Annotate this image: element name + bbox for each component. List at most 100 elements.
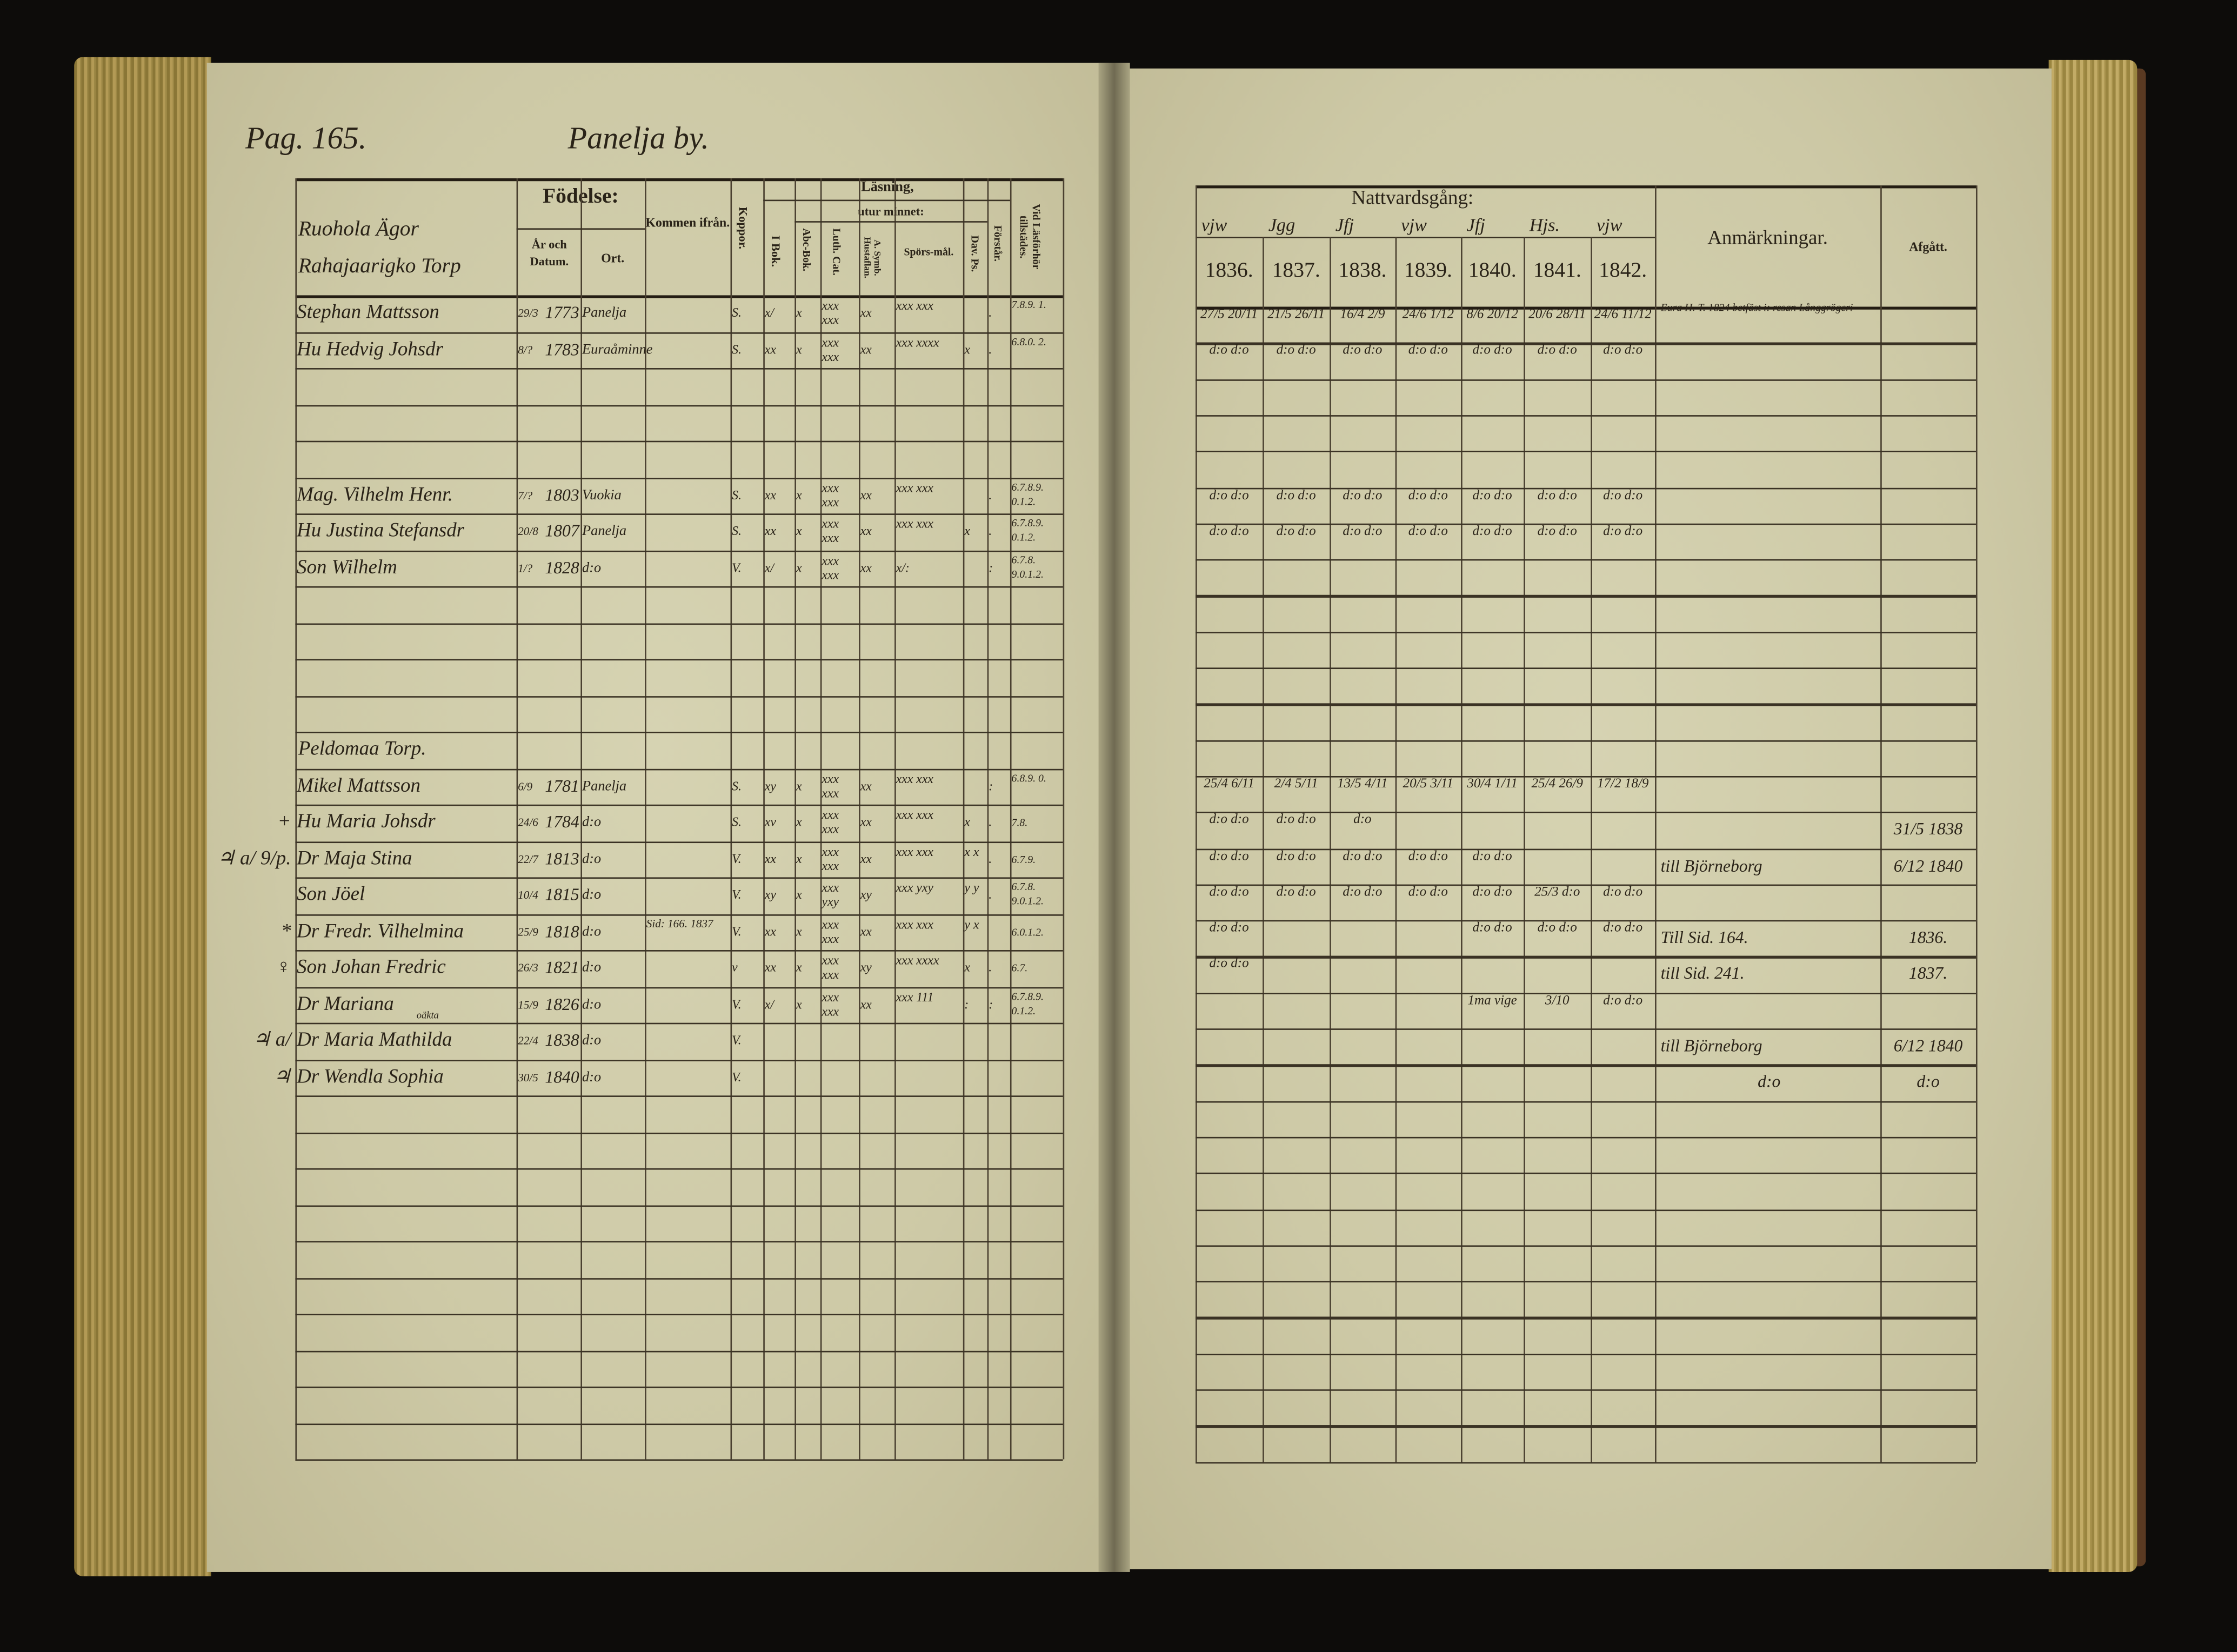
cell-abc: x — [796, 996, 802, 1011]
cell-spors: xxx xxx — [896, 917, 933, 931]
village-title: Panelja by. — [567, 119, 709, 156]
header-abc-book: Abc-Bok. — [800, 228, 813, 272]
communion-entry: d:o d:o — [1343, 344, 1383, 359]
margin-mark: * — [281, 920, 291, 942]
cell-vid: 6.7.8.9. 0.1.2. — [1011, 480, 1044, 507]
cell-ibok: xy — [764, 887, 776, 902]
communion-entry: d:o d:o — [1408, 849, 1448, 864]
year-header: 1838. — [1338, 259, 1387, 283]
cell-abc: x — [796, 851, 802, 865]
row-rule — [295, 1277, 1063, 1280]
cell-name: Stephan Mattsson — [297, 302, 439, 324]
illegitimate-note: oäkta — [416, 1009, 439, 1022]
communion-entry: 8/6 20/12 — [1466, 308, 1518, 323]
communion-entry: d:o — [1353, 813, 1372, 828]
cell-name: Hu Maria Johsdr — [297, 811, 436, 833]
cell-luth: xxx xxx — [822, 298, 839, 327]
cell-year: 1815 — [545, 884, 579, 905]
column-rule — [794, 178, 796, 1460]
cell-luth: xxx xxx — [822, 771, 839, 800]
year-header: 1840. — [1468, 259, 1517, 283]
cell-year: 1828 — [545, 557, 579, 577]
column-rule — [516, 178, 518, 1460]
cell-ibok: xx — [764, 487, 776, 501]
cell-place: d:o — [582, 851, 602, 867]
row-rule — [295, 1459, 1063, 1461]
cell-spors: x/: — [896, 560, 910, 574]
header-understands: Förstår. — [991, 225, 1005, 262]
cell-vid: 6.7.8. 9.0.1.2. — [1011, 880, 1044, 907]
row-rule — [295, 695, 1063, 698]
row-rule — [295, 1095, 1063, 1098]
row-rule — [295, 623, 1063, 625]
cell-koppor: V. — [732, 851, 742, 865]
cell-name: Hu Justina Stefansdr — [297, 520, 465, 543]
year-header: 1837. — [1272, 259, 1320, 283]
cell-koppor: S. — [732, 523, 742, 538]
row-rule — [1196, 559, 1976, 561]
cell-date: 6/9 — [518, 779, 533, 793]
communion-entry: d:o d:o — [1472, 344, 1512, 359]
row-rule — [295, 1350, 1063, 1352]
communion-entry: d:o d:o — [1537, 921, 1577, 936]
cell-vid: 7.8. — [1011, 815, 1028, 829]
cell-year: 1818 — [545, 920, 579, 941]
by-heart-subrule — [794, 221, 987, 223]
communion-entry: d:o d:o — [1343, 489, 1383, 503]
cell-name: Dr Mariana — [297, 993, 394, 1015]
margin-mark: ♃ — [273, 1066, 291, 1088]
communion-entry: d:o d:o — [1209, 344, 1249, 359]
cell-koppor: S. — [732, 342, 742, 356]
cell-ibok: xx — [764, 924, 776, 938]
cell-symb: xx — [860, 778, 872, 793]
cell-place: d:o — [582, 887, 602, 903]
row-rule — [1196, 1136, 1976, 1139]
cell-vid: 6.7.9. — [1011, 852, 1036, 865]
remark: till Björneborg — [1660, 1035, 1762, 1056]
reading-subrule — [763, 199, 1010, 202]
departed: 1837. — [1908, 963, 1948, 984]
cell-place: Vuokia — [582, 487, 622, 503]
cell-spors: xxx 111 — [896, 989, 934, 1004]
cell-year: 1813 — [545, 848, 579, 868]
cell-date: 8/? — [518, 343, 533, 356]
row-rule — [295, 1205, 1063, 1207]
cell-koppor: v — [732, 960, 738, 974]
left-page — [206, 63, 1109, 1572]
margin-mark: ♃ a/ 9/p. — [217, 848, 291, 870]
cell-from: Sid: 166. 1837 — [646, 917, 713, 929]
cell-abc: x — [796, 305, 802, 320]
row-rule — [1196, 1028, 1976, 1031]
cell-koppor: S. — [732, 487, 742, 501]
communion-entry: 3/10 — [1545, 994, 1570, 1008]
cell-abc: x — [796, 960, 802, 974]
cell-name: Dr Fredr. Vilhelmina — [297, 920, 464, 942]
column-rule — [730, 178, 732, 1460]
communion-entry: 1ma vige — [1467, 994, 1517, 1008]
cell-abc: x — [796, 560, 802, 574]
cell-name: Dr Maria Mathilda — [297, 1029, 452, 1052]
column-rule — [820, 178, 822, 1460]
communion-entry: d:o d:o — [1209, 849, 1249, 864]
row-rule — [1196, 1173, 1976, 1175]
column-rule — [894, 178, 896, 1460]
signature: vjw — [1201, 213, 1227, 236]
cell-year: 1784 — [545, 811, 579, 832]
cell-spors: xxx xxxx — [896, 953, 939, 967]
communion-entry: d:o d:o — [1343, 524, 1383, 539]
margin-mark: + — [277, 811, 291, 833]
signature: Hjs. — [1529, 213, 1560, 236]
birth-subrule — [516, 228, 645, 230]
communion-entry: d:o d:o — [1276, 344, 1316, 359]
communion-entry: d:o d:o — [1537, 489, 1577, 503]
cell-vid: 6.7. — [1011, 961, 1028, 974]
cell-dav: x — [964, 960, 970, 974]
cell-spors: xxx yxy — [896, 880, 933, 895]
communion-entry: d:o d:o — [1603, 489, 1643, 503]
header-communion: Nattvardsgång: — [1351, 188, 1474, 210]
cell-dav: x — [964, 814, 970, 829]
communion-entry: 24/6 1/12 — [1402, 308, 1454, 323]
cell-ibok: xx — [764, 523, 776, 538]
cell-year: 1803 — [545, 484, 579, 505]
